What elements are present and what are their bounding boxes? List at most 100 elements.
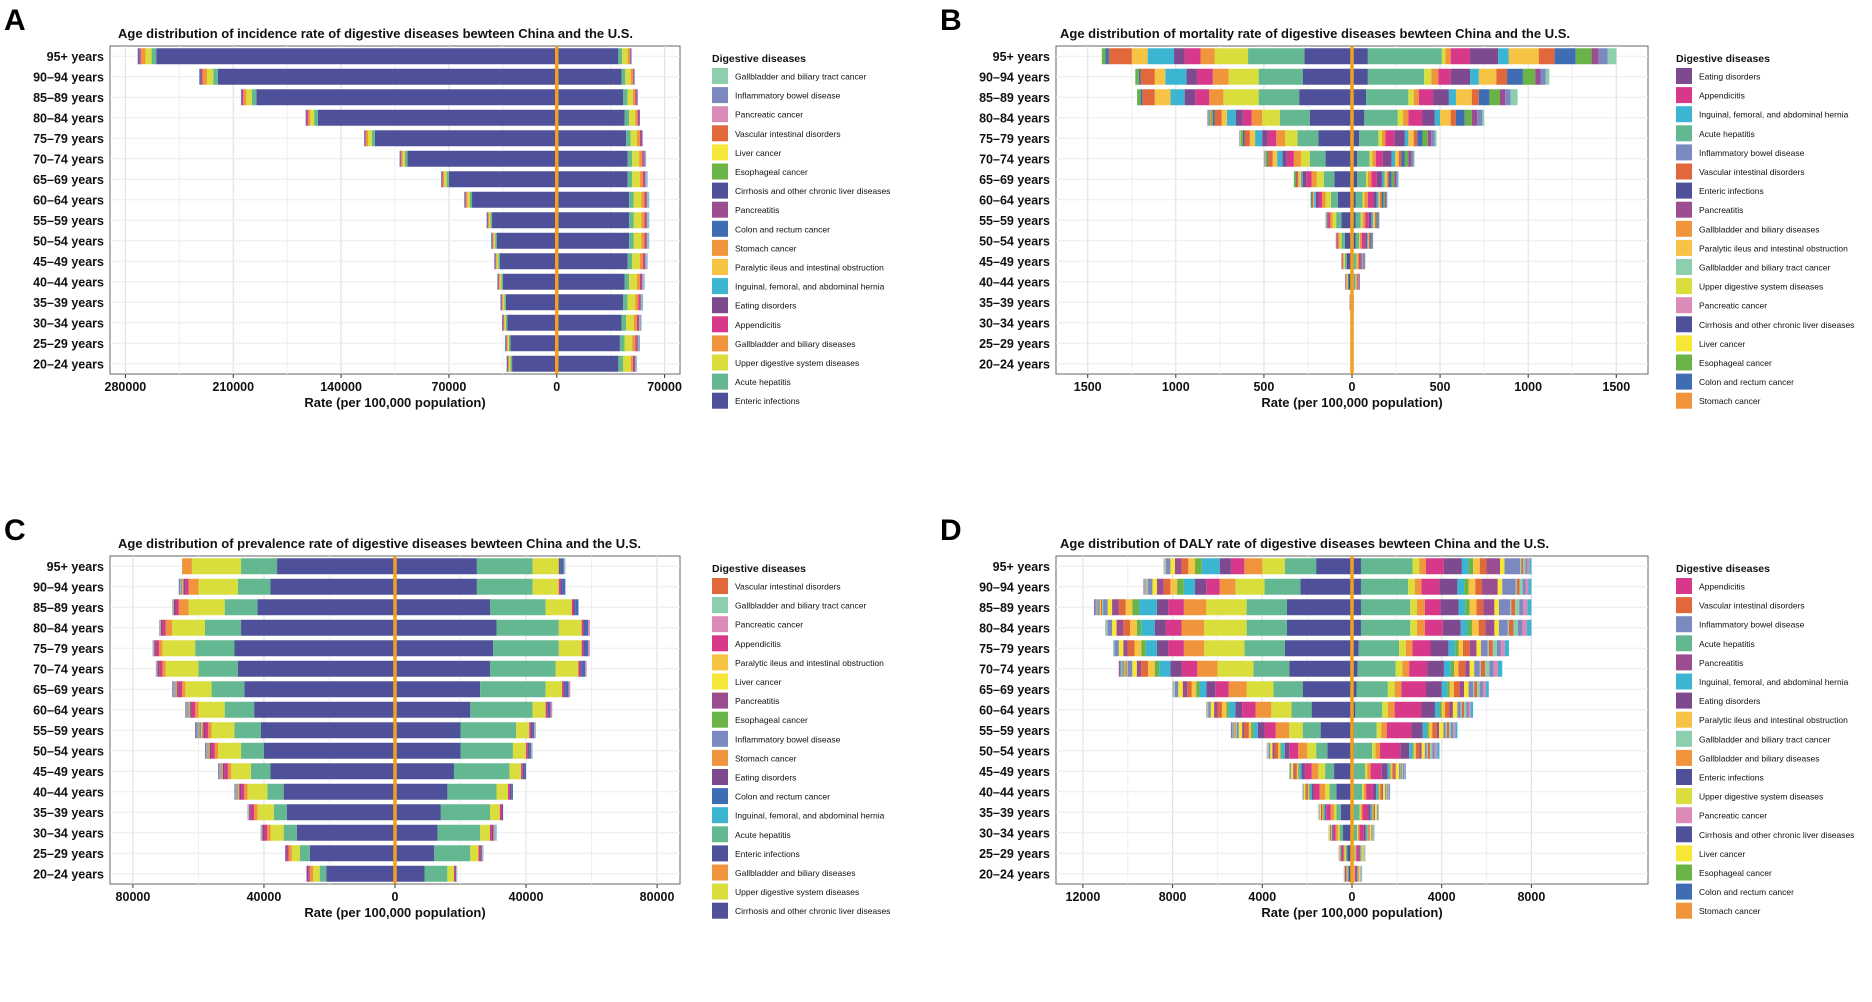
bar-segment-china bbox=[211, 742, 215, 759]
bar-segment-china bbox=[1098, 599, 1100, 616]
bar-segment-us bbox=[627, 253, 633, 270]
bar-segment-china bbox=[218, 742, 242, 759]
bar-segment-china bbox=[1206, 578, 1220, 595]
bar-segment-us bbox=[1378, 212, 1380, 229]
bar-segment-china bbox=[183, 578, 186, 595]
bar-segment-us bbox=[1363, 253, 1365, 270]
category-label: 20–24 years bbox=[33, 867, 104, 881]
bar-segment-us bbox=[1523, 558, 1526, 575]
bar-segment-us bbox=[1353, 273, 1356, 290]
bar-segment-us bbox=[1355, 273, 1357, 290]
bar-segment-us bbox=[1528, 578, 1532, 595]
bar-segment-us bbox=[1386, 783, 1388, 800]
bar-segment-china bbox=[1316, 558, 1352, 575]
bar-segment-china bbox=[469, 191, 473, 208]
bar-segment-us bbox=[1468, 681, 1474, 698]
bar-segment-china bbox=[257, 599, 395, 616]
legend-item: Inflammatory bowel disease bbox=[735, 734, 841, 744]
bar-segment-china bbox=[1302, 722, 1321, 739]
bar-segment-china bbox=[1344, 232, 1352, 249]
bar-segment-us bbox=[522, 763, 525, 780]
bar-segment-us bbox=[1448, 722, 1452, 739]
bar-segment-china bbox=[157, 660, 160, 677]
bar-segment-china bbox=[1336, 212, 1342, 229]
bar-segment-us bbox=[1591, 48, 1599, 65]
bar-segment-us bbox=[524, 763, 527, 780]
bar-segment-us bbox=[476, 578, 533, 595]
bar-segment-china bbox=[283, 783, 395, 800]
bar-segment-china bbox=[239, 783, 242, 800]
bar-segment-us bbox=[1441, 701, 1446, 718]
bar-segment-us bbox=[491, 824, 494, 841]
bar-segment-china bbox=[183, 578, 184, 595]
bar-segment-us bbox=[1519, 578, 1523, 595]
bar-row bbox=[1310, 191, 1388, 208]
panel-letter: D bbox=[940, 514, 962, 547]
category-label: 40–44 years bbox=[33, 275, 104, 289]
bar-segment-china bbox=[1345, 273, 1347, 290]
bar-segment-china bbox=[201, 722, 203, 739]
bar-segment-us bbox=[470, 701, 533, 718]
x-tick-label: 1500 bbox=[1602, 380, 1630, 394]
bar-segment-us bbox=[1386, 191, 1388, 208]
bar-segment-china bbox=[1207, 109, 1209, 126]
bar-segment-china bbox=[1291, 763, 1294, 780]
legend-swatch bbox=[712, 616, 728, 633]
bar-segment-china bbox=[1337, 824, 1340, 841]
bar-segment-china bbox=[1308, 783, 1309, 800]
bar-segment-china bbox=[235, 783, 236, 800]
bar-segment-china bbox=[159, 660, 163, 677]
bar-segment-china bbox=[1311, 701, 1352, 718]
bar-segment-us bbox=[1356, 865, 1358, 882]
bar-segment-us bbox=[511, 783, 513, 800]
bar-segment-us bbox=[1426, 742, 1428, 759]
legend-item: Eating disorders bbox=[735, 301, 796, 311]
bar-segment-china bbox=[1311, 783, 1314, 800]
bar-segment-china bbox=[1271, 701, 1292, 718]
bar-segment-china bbox=[1337, 232, 1340, 249]
bar-segment-us bbox=[529, 742, 531, 759]
bar-segment-china bbox=[502, 314, 504, 331]
bar-segment-china bbox=[270, 763, 395, 780]
bar-segment-china bbox=[224, 599, 258, 616]
bar-segment-us bbox=[1352, 191, 1356, 208]
bar-segment-us bbox=[1357, 660, 1396, 677]
bar-segment-china bbox=[492, 232, 494, 249]
bar-segment-us bbox=[1355, 232, 1360, 249]
bar-segment-china bbox=[175, 681, 177, 698]
bar-segment-china bbox=[241, 558, 278, 575]
bar-segment-us bbox=[1399, 640, 1406, 657]
bar-segment-china bbox=[496, 232, 557, 249]
bar-segment-china bbox=[160, 619, 163, 636]
bar-segment-china bbox=[505, 335, 507, 352]
bar-segment-china bbox=[1321, 804, 1323, 821]
bar-segment-us bbox=[1360, 619, 1411, 636]
bar-segment-us bbox=[630, 48, 632, 65]
bar-segment-us bbox=[627, 48, 630, 65]
bar-segment-china bbox=[1258, 68, 1303, 85]
category-label: 40–44 years bbox=[33, 785, 104, 799]
legend-item: Inguinal, femoral, and abdominal hernia bbox=[1699, 110, 1849, 120]
bar-segment-us bbox=[1439, 578, 1458, 595]
x-axis-label: Rate (per 100,000 population) bbox=[1261, 905, 1442, 920]
bar-segment-us bbox=[1436, 722, 1440, 739]
bar-segment-china bbox=[1267, 742, 1269, 759]
bar-segment-us bbox=[545, 681, 563, 698]
bar-segment-china bbox=[1230, 558, 1245, 575]
bar-segment-us bbox=[1376, 722, 1382, 739]
x-tick-label: 4000 bbox=[1428, 890, 1456, 904]
bar-segment-china bbox=[202, 722, 204, 739]
bar-segment-china bbox=[1230, 722, 1232, 739]
bar-segment-china bbox=[1217, 701, 1222, 718]
bar-segment-china bbox=[1311, 763, 1319, 780]
bar-segment-us bbox=[1394, 171, 1397, 188]
bar-segment-us bbox=[1468, 701, 1471, 718]
legend-item: Paralytic ileus and intestinal obstructi… bbox=[1699, 243, 1848, 253]
bar-segment-us bbox=[521, 763, 523, 780]
bar-segment-china bbox=[1280, 742, 1282, 759]
bar-segment-us bbox=[624, 109, 630, 126]
bar-segment-us bbox=[585, 660, 587, 677]
bar-segment-us bbox=[1376, 212, 1378, 229]
bar-segment-china bbox=[254, 701, 395, 718]
bar-segment-china bbox=[139, 48, 141, 65]
